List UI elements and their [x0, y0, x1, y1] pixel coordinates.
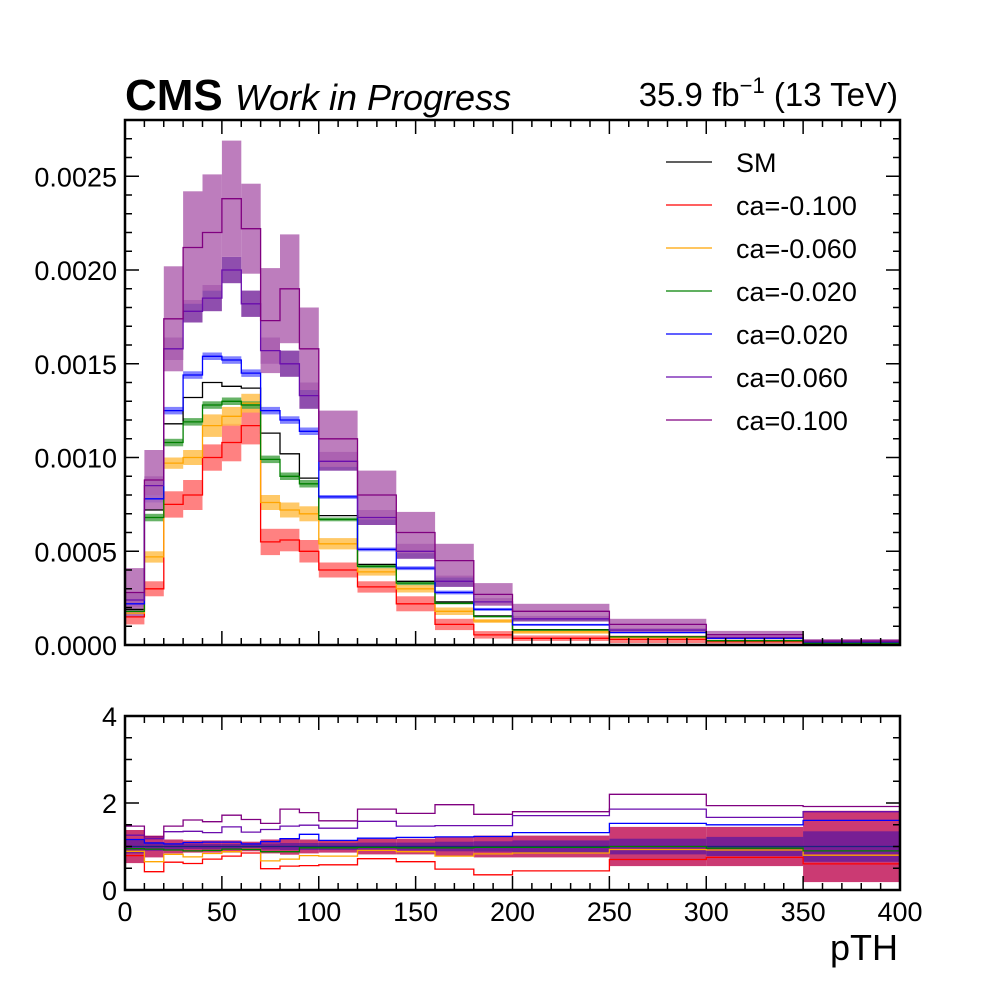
legend-label-3: ca=-0.020 — [736, 277, 857, 307]
ratio-plot-frame — [123, 714, 902, 892]
y-tick-label: 0.0025 — [34, 162, 117, 192]
series-line-5 — [125, 269, 900, 643]
main-y-tick-labels: 0.0000 0.0005 0.0010 0.0015 0.0020 0.0025 — [34, 162, 117, 661]
ratio-series-line-4 — [125, 808, 900, 840]
series-line-3 — [125, 400, 900, 644]
x-axis-label: pTH — [830, 927, 898, 968]
y-tick-label: 0.0020 — [34, 256, 117, 286]
legend-label-4: ca=0.020 — [736, 320, 848, 350]
legend-label-2: ca=-0.060 — [736, 234, 857, 264]
main-series-lines — [125, 198, 900, 645]
ratio-y-tick-labels: 0 2 4 — [102, 702, 117, 906]
main-plot-frame — [123, 118, 902, 647]
series-line-6 — [125, 198, 900, 642]
ratio-x-tick-labels: 0 50 100 150 200 250 300 350 400 — [117, 897, 922, 927]
series-line-1 — [125, 424, 900, 645]
legend-label-5: ca=0.060 — [736, 363, 848, 393]
legend-label-6: ca=0.100 — [736, 406, 848, 436]
ratio-series-lines — [125, 793, 900, 876]
x-tick-label: 0 — [117, 897, 132, 927]
x-tick-label: 250 — [587, 897, 632, 927]
y-tick-label: 0.0005 — [34, 537, 117, 567]
x-tick-label: 100 — [296, 897, 341, 927]
legend: SM ca=-0.100 ca=-0.060 ca=-0.020 ca=0.020 ca=… — [666, 148, 857, 436]
y-tick-label: 0.0010 — [34, 444, 117, 474]
y-tick-label: 4 — [102, 702, 117, 732]
ratio-plot-panel: 0 2 4 0 50 100 150 200 250 300 350 400 — [102, 702, 923, 927]
series-line-2 — [125, 402, 900, 645]
x-tick-label: 150 — [393, 897, 438, 927]
ratio-series-line-5 — [125, 793, 900, 838]
x-tick-label: 50 — [207, 897, 237, 927]
work-in-progress-label: Work in Progress — [235, 77, 511, 118]
y-tick-label: 0.0000 — [34, 631, 117, 661]
luminosity-label: 35.9 fb−1 (13 TeV) — [639, 73, 898, 113]
ratio-series-line-2 — [125, 845, 900, 853]
y-tick-label: 0 — [102, 876, 117, 906]
x-tick-label: 300 — [684, 897, 729, 927]
ratio-series-line-0 — [125, 852, 900, 876]
lumi-value: 35.9 fb — [639, 76, 740, 113]
x-tick-label: 350 — [781, 897, 826, 927]
ratio-series-line-3 — [125, 819, 900, 845]
main-plot-panel: 0.0000 0.0005 0.0010 0.0015 0.0020 0.0025 SM c… — [34, 118, 902, 661]
legend-label-1: ca=-0.100 — [736, 191, 857, 221]
energy-label: (13 TeV) — [765, 76, 898, 113]
legend-label-0: SM — [736, 148, 777, 178]
experiment-label: CMS — [125, 71, 223, 120]
ratio-series-line-1 — [125, 848, 900, 863]
lumi-exponent: −1 — [740, 73, 765, 98]
x-tick-label: 400 — [877, 897, 922, 927]
y-tick-label: 0.0015 — [34, 350, 117, 380]
y-tick-label: 2 — [102, 789, 117, 819]
series-line-4 — [125, 355, 900, 643]
x-tick-label: 200 — [490, 897, 535, 927]
